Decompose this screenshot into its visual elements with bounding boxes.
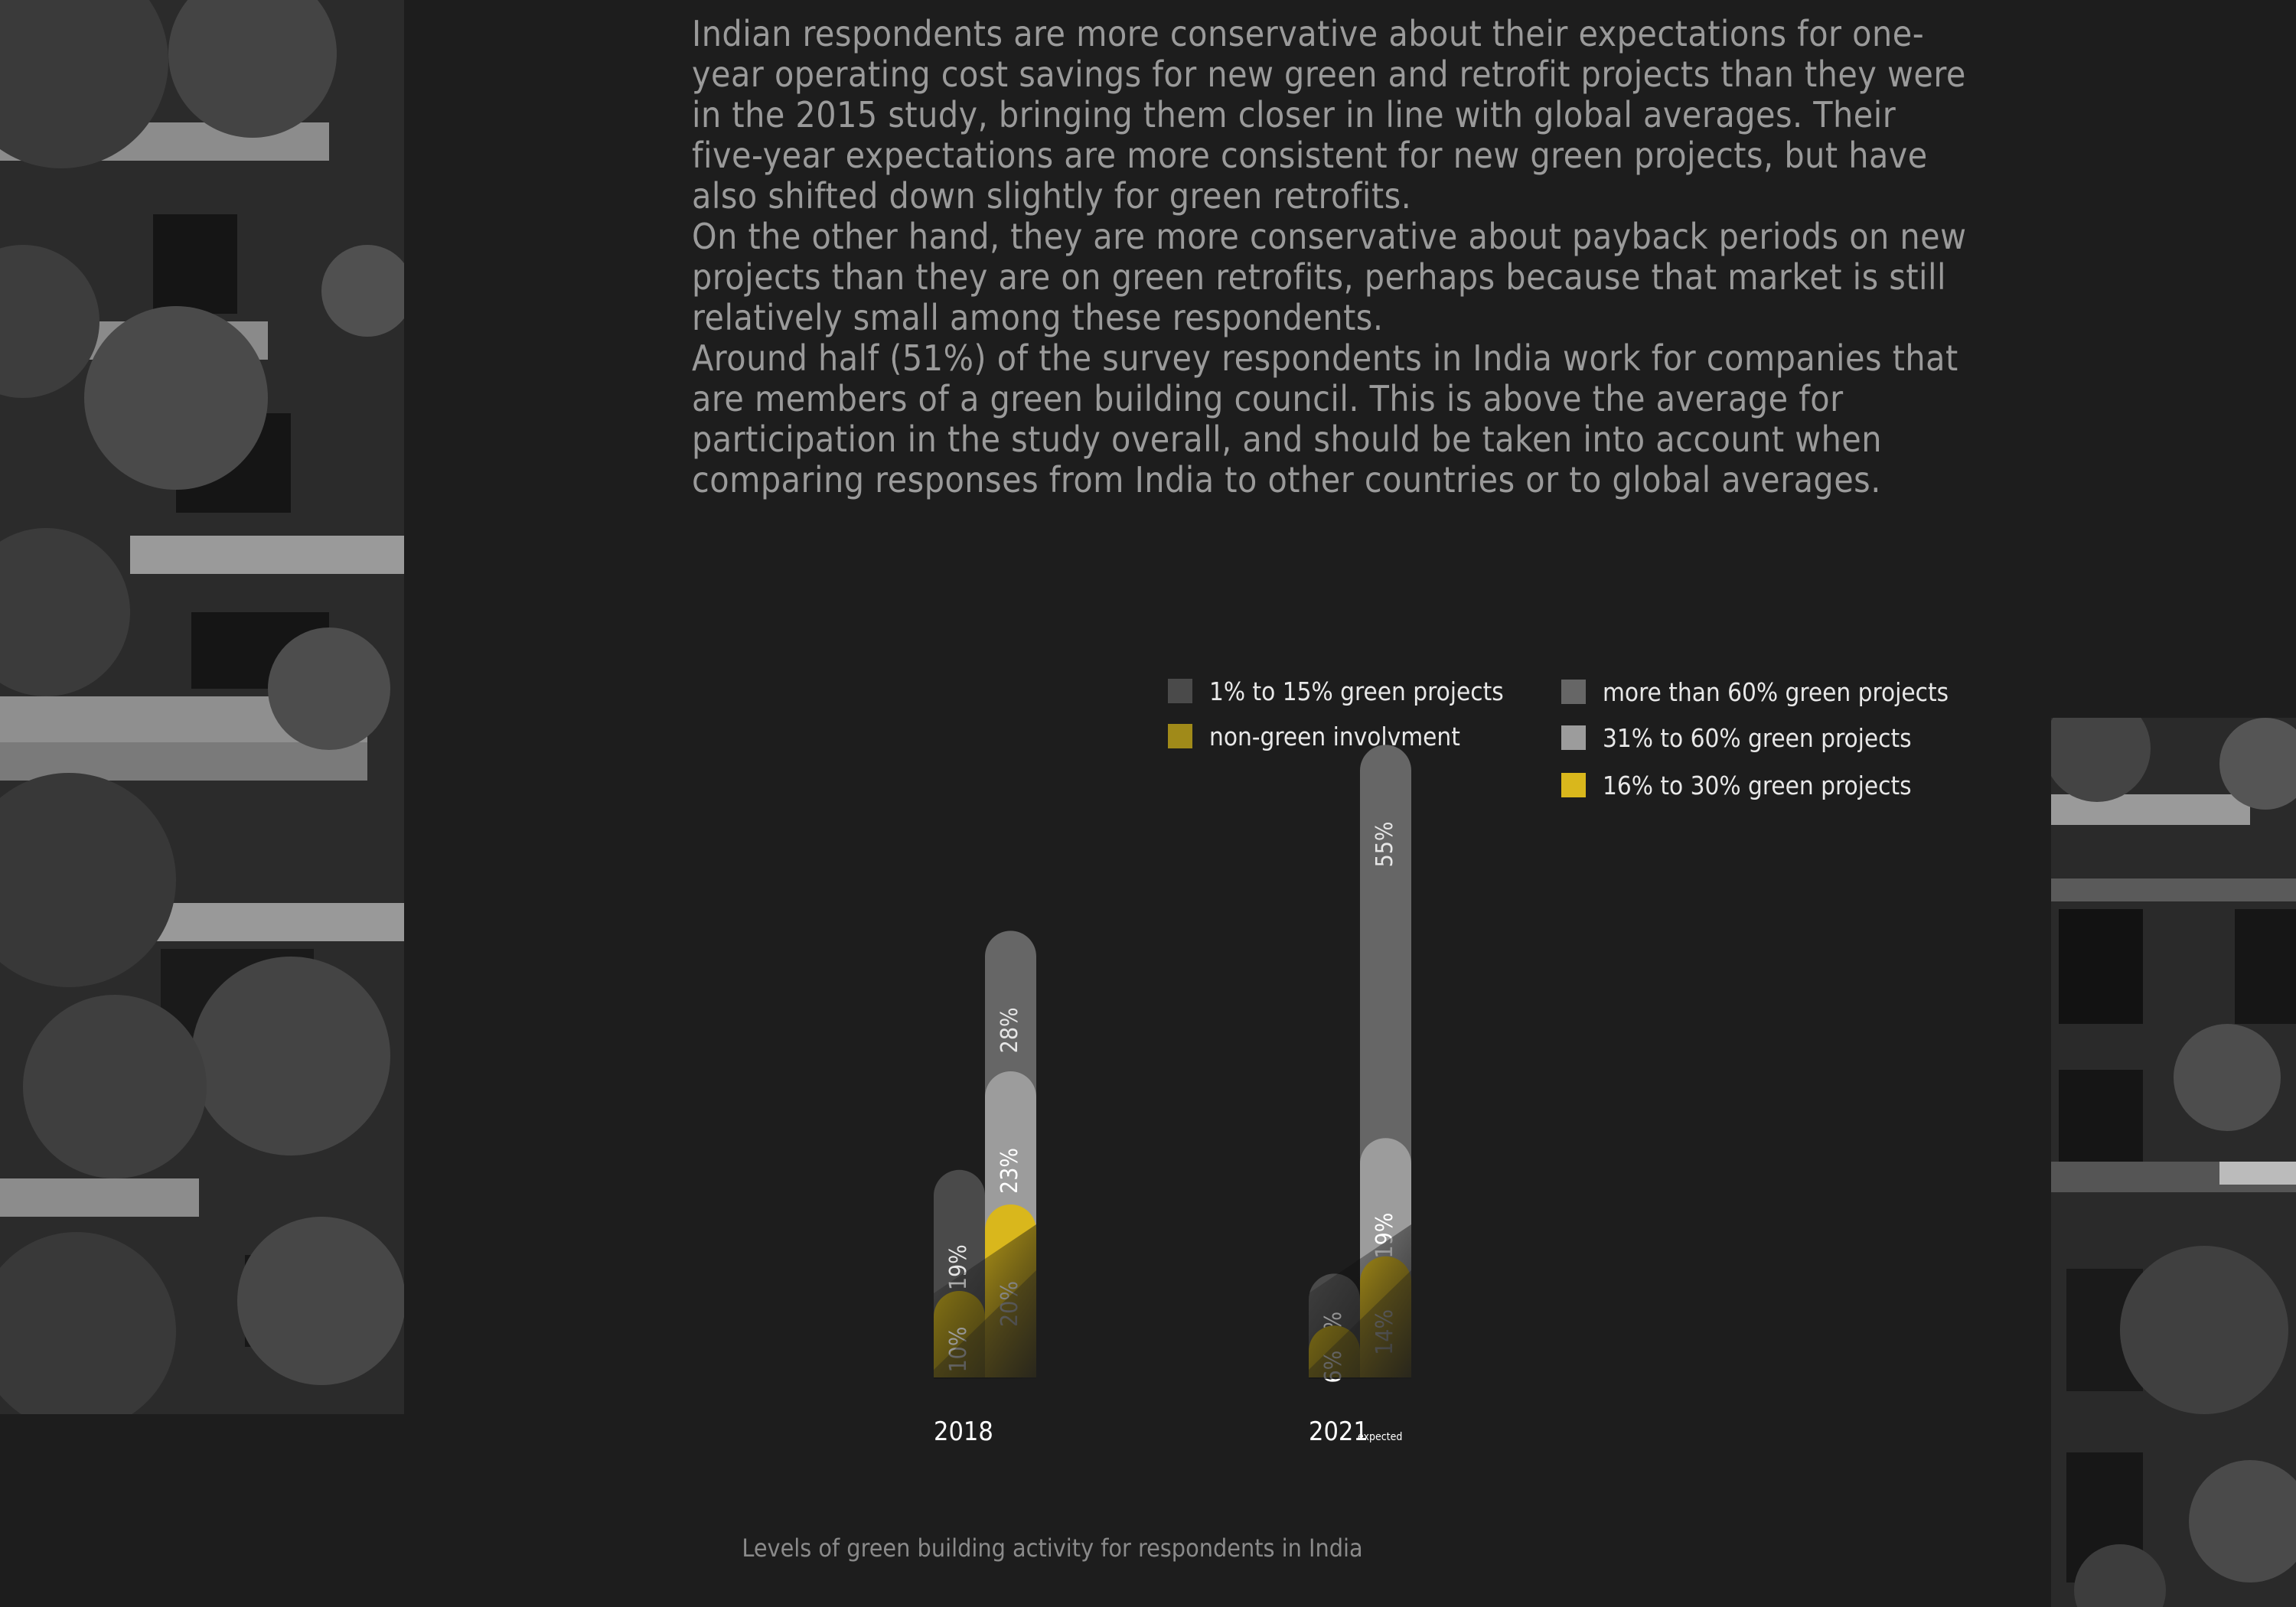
x-label-2021: 2021 xyxy=(1309,1416,1368,1447)
legend-item-low: 1% to 15% green projects xyxy=(1168,676,1504,706)
legend-label-non_green: non-green involvment xyxy=(1209,722,1460,751)
legend-swatch-top xyxy=(1561,680,1586,704)
bar-label-top-2021: 55% xyxy=(1371,821,1398,867)
legend-swatch-high xyxy=(1561,725,1586,750)
paragraph-1: Indian respondents are more conservative… xyxy=(692,13,1966,217)
legend-item-top: more than 60% green projects xyxy=(1561,677,1949,707)
legend-item-high: 31% to 60% green projects xyxy=(1561,723,1912,753)
paragraph-3: Around half (51%) of the survey responde… xyxy=(692,337,1958,500)
legend-label-high: 31% to 60% green projects xyxy=(1603,723,1912,753)
bar-base-fade-2021 xyxy=(1309,1224,1411,1379)
x-label-2018: 2018 xyxy=(934,1416,993,1447)
building-photo-right xyxy=(2051,718,2296,1607)
legend-item-mid: 16% to 30% green projects xyxy=(1561,771,1912,800)
chart-caption: Levels of green building activity for re… xyxy=(742,1534,1363,1563)
legend-swatch-non_green xyxy=(1168,724,1192,748)
paragraph-2: On the other hand, they are more conserv… xyxy=(692,216,1967,338)
chart-bars: 19%10%28%23%20%9%6%55%19%14% xyxy=(934,745,1411,1384)
bar-label-high-2018: 23% xyxy=(996,1148,1023,1194)
legend-swatch-low xyxy=(1168,679,1192,703)
building-photo-left xyxy=(0,0,404,1414)
legend-label-low: 1% to 15% green projects xyxy=(1209,676,1504,706)
bar-label-top-2018: 28% xyxy=(996,1007,1023,1053)
legend-label-mid: 16% to 30% green projects xyxy=(1603,771,1912,800)
building-photo-right-image xyxy=(2051,718,2296,1607)
bar-base-shadow-2021 xyxy=(1309,1270,1411,1379)
bar-base-fade-2018 xyxy=(934,1224,1036,1379)
chart-legend: 1% to 15% green projects non-green involv… xyxy=(1168,676,1949,800)
x-sublabel-2021: expected xyxy=(1358,1431,1402,1443)
legend-label-top: more than 60% green projects xyxy=(1603,677,1949,707)
legend-item-non_green: non-green involvment xyxy=(1168,722,1460,751)
building-photo-left-image xyxy=(0,0,404,1414)
legend-swatch-mid xyxy=(1561,773,1586,797)
bar-base-shadow-2018 xyxy=(934,1270,1036,1379)
body-text: Indian respondents are more conservative… xyxy=(692,14,1978,500)
